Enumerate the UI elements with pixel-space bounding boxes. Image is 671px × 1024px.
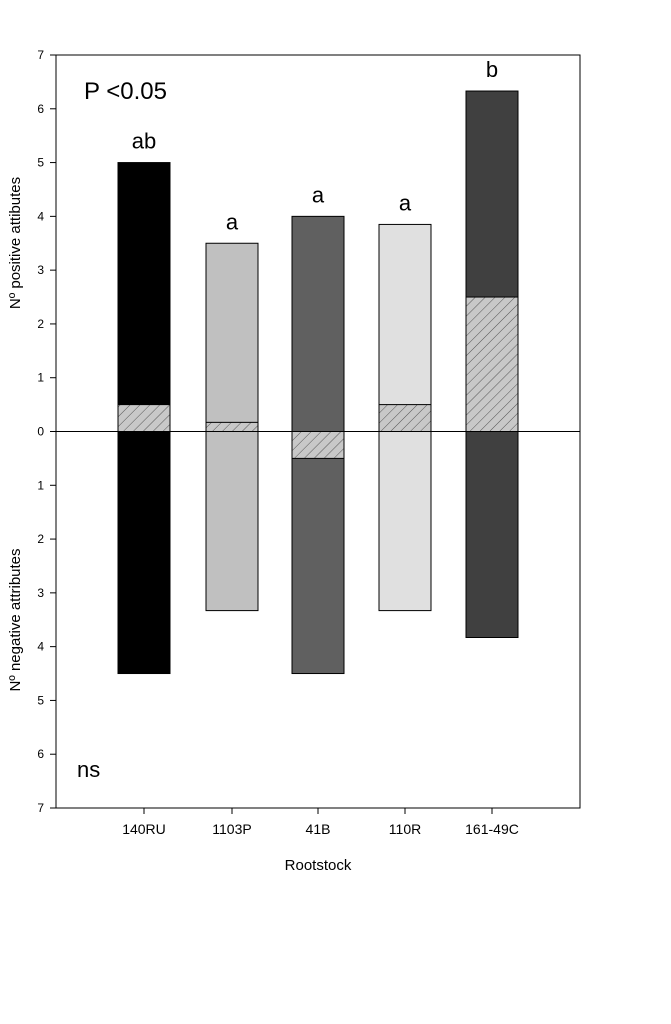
positive-bar xyxy=(205,242,259,432)
significance-letter: a xyxy=(312,182,325,207)
y-tick-label: 3 xyxy=(37,263,44,277)
y-tick-label: 7 xyxy=(37,48,44,62)
x-tick-label: 110R xyxy=(389,821,421,837)
x-tick-label: 41B xyxy=(306,821,331,837)
y-axis-label-positive: Nº positive attibutes xyxy=(7,177,24,309)
positive-bar xyxy=(291,215,345,432)
significance-letter: b xyxy=(486,57,498,82)
negative-bar xyxy=(291,431,345,675)
y-tick-label: 3 xyxy=(37,586,44,600)
net-balance-bar xyxy=(465,296,519,432)
significance-letter: a xyxy=(226,209,239,234)
x-axis: 140RU 1103P 41B 110R 161-49C xyxy=(122,808,519,837)
y-tick-label: 0 xyxy=(37,425,44,439)
negative-bar xyxy=(205,431,259,612)
significance-letter: ab xyxy=(132,129,156,154)
x-tick-label: 1103P xyxy=(212,821,251,837)
net-balance-bar xyxy=(291,431,345,459)
net-balance-bar xyxy=(378,404,432,433)
x-tick-label: 140RU xyxy=(122,821,166,837)
x-axis-label: Rootstock xyxy=(285,857,352,874)
y-tick-label: 1 xyxy=(37,478,44,492)
net-balance-bar xyxy=(117,404,171,433)
bars-layer xyxy=(56,90,580,675)
y-tick-label: 7 xyxy=(37,801,44,815)
y-tick-label: 4 xyxy=(37,209,44,223)
y-axis-label-negative: Nº negative attributes xyxy=(7,548,24,691)
y-tick-label: 4 xyxy=(37,640,44,654)
y-tick-label: 6 xyxy=(37,102,44,116)
negative-bar xyxy=(117,431,171,675)
positive-bar xyxy=(117,162,171,432)
y-tick-label: 2 xyxy=(37,532,44,546)
net-balance-bar xyxy=(205,421,259,432)
significance-letter: a xyxy=(399,190,412,215)
positive-bar xyxy=(378,223,432,432)
y-tick-label: 5 xyxy=(37,156,44,170)
y-tick-label: 5 xyxy=(37,693,44,707)
negative-bar xyxy=(465,431,519,638)
stat-bottom-label: ns xyxy=(77,757,100,782)
y-axis: 7 6 5 4 3 2 1 0 1 2 3 4 5 6 7 xyxy=(37,48,56,815)
y-tick-label: 6 xyxy=(37,747,44,761)
y-tick-label: 2 xyxy=(37,317,44,331)
y-tick-label: 1 xyxy=(37,371,44,385)
negative-bar xyxy=(378,431,432,612)
x-tick-label: 161-49C xyxy=(465,821,519,837)
stat-top-label: P <0.05 xyxy=(84,78,167,105)
